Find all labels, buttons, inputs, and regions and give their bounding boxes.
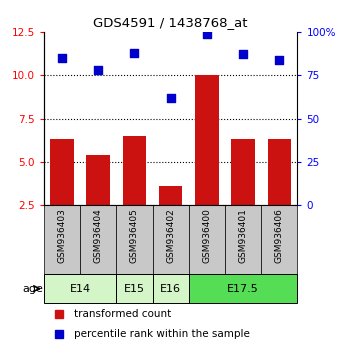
Text: transformed count: transformed count xyxy=(74,309,172,319)
Text: GSM936403: GSM936403 xyxy=(57,209,67,263)
Bar xyxy=(152,205,189,274)
Bar xyxy=(189,205,225,274)
Bar xyxy=(50,139,74,205)
Text: E17.5: E17.5 xyxy=(227,284,259,293)
Text: age: age xyxy=(22,284,43,293)
Text: GSM936405: GSM936405 xyxy=(130,209,139,263)
Bar xyxy=(116,205,152,274)
Bar xyxy=(87,155,110,205)
Bar xyxy=(152,274,189,303)
Point xyxy=(96,67,101,73)
Point xyxy=(59,55,65,61)
Text: E16: E16 xyxy=(160,284,181,293)
Bar xyxy=(159,186,183,205)
Bar xyxy=(261,205,297,274)
Text: GSM936401: GSM936401 xyxy=(239,209,248,263)
Bar xyxy=(44,205,80,274)
Text: E14: E14 xyxy=(70,284,91,293)
Bar xyxy=(189,274,297,303)
Bar xyxy=(116,274,152,303)
Point xyxy=(132,50,137,56)
Text: GSM936406: GSM936406 xyxy=(275,209,284,263)
Text: E15: E15 xyxy=(124,284,145,293)
Bar xyxy=(225,205,261,274)
Point xyxy=(276,57,282,62)
Bar xyxy=(195,75,219,205)
Bar xyxy=(80,205,116,274)
Bar xyxy=(231,139,255,205)
Bar xyxy=(123,136,146,205)
Text: GSM936400: GSM936400 xyxy=(202,209,211,263)
Bar xyxy=(268,139,291,205)
Title: GDS4591 / 1438768_at: GDS4591 / 1438768_at xyxy=(93,16,248,29)
Bar xyxy=(44,274,116,303)
Text: GSM936404: GSM936404 xyxy=(94,209,103,263)
Text: percentile rank within the sample: percentile rank within the sample xyxy=(74,329,250,339)
Point xyxy=(204,31,210,36)
Point xyxy=(240,52,246,57)
Text: GSM936402: GSM936402 xyxy=(166,209,175,263)
Point xyxy=(168,95,173,101)
